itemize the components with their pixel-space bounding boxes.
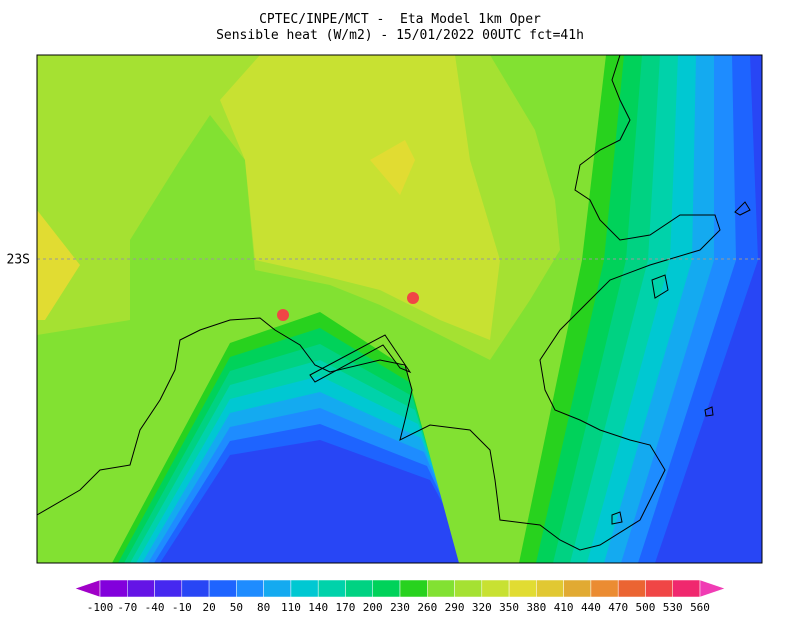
colorbar-label: 440 [581,601,601,614]
colorbar-label: 470 [608,601,628,614]
colorbar-box [317,579,346,598]
colorbar: -100 -70 -40 -10 20 50 80 110 140 170 200 230 260 290… [74,579,726,614]
colorbar-label: 560 [690,601,710,614]
colorbar-box [399,579,428,598]
colorbar-arrow [74,579,101,598]
colorbar-label: 530 [663,601,683,614]
colorbar-label: -40 [145,601,165,614]
colorbar-box [427,579,455,598]
contour-fill [37,210,80,320]
contour-fill [370,140,415,195]
colorbar-box [508,579,537,598]
colorbar-label: -10 [172,601,192,614]
colorbar-label: 50 [230,601,243,614]
colorbar-box [590,579,619,598]
colorbar-box [263,579,292,598]
title-line-2: Sensible heat (W/m2) - 15/01/2022 00UTC … [216,28,584,43]
colorbar-label: 140 [308,601,328,614]
map-frame [36,54,763,564]
colorbar-box [236,579,264,598]
colorbar-box [454,579,483,598]
title-line-1: CPTEC/INPE/MCT - Eta Model 1km Oper [259,12,541,27]
contour-fill [220,55,500,340]
colorbar-label: 290 [445,601,465,614]
colorbar-box [617,579,646,598]
coastline [37,55,751,551]
colorbar-label: 20 [202,601,215,614]
lat-label: 23S [7,253,30,268]
colorbar-box [99,579,128,598]
colorbar-label: -70 [117,601,137,614]
colorbar-box [127,579,155,598]
station-marker[interactable] [277,309,289,321]
colorbar-label: 230 [390,601,410,614]
colorbar-box [208,579,237,598]
colorbar-box [481,579,510,598]
colorbar-label: 80 [257,601,270,614]
colorbar-label: 380 [526,601,546,614]
colorbar-label: 500 [636,601,656,614]
colorbar-box [563,579,592,598]
colorbar-label: 170 [336,601,356,614]
colorbar-label: 320 [472,601,492,614]
colorbar-label: 410 [554,601,574,614]
colorbar-box [372,579,401,598]
colorbar-label: -100 [87,601,114,614]
colorbar-box [290,579,319,598]
colorbar-arrow [699,579,726,598]
colorbar-box [154,579,183,598]
colorbar-label: 350 [499,601,519,614]
colorbar-label: 200 [363,601,383,614]
colorbar-box [645,579,673,598]
colorbar-label: 110 [281,601,301,614]
colorbar-box [181,579,210,598]
colorbar-box [672,579,701,598]
colorbar-box [345,579,373,598]
field [37,55,762,563]
colorbar-label: 260 [417,601,437,614]
colorbar-box [536,579,564,598]
station-marker[interactable] [407,292,419,304]
